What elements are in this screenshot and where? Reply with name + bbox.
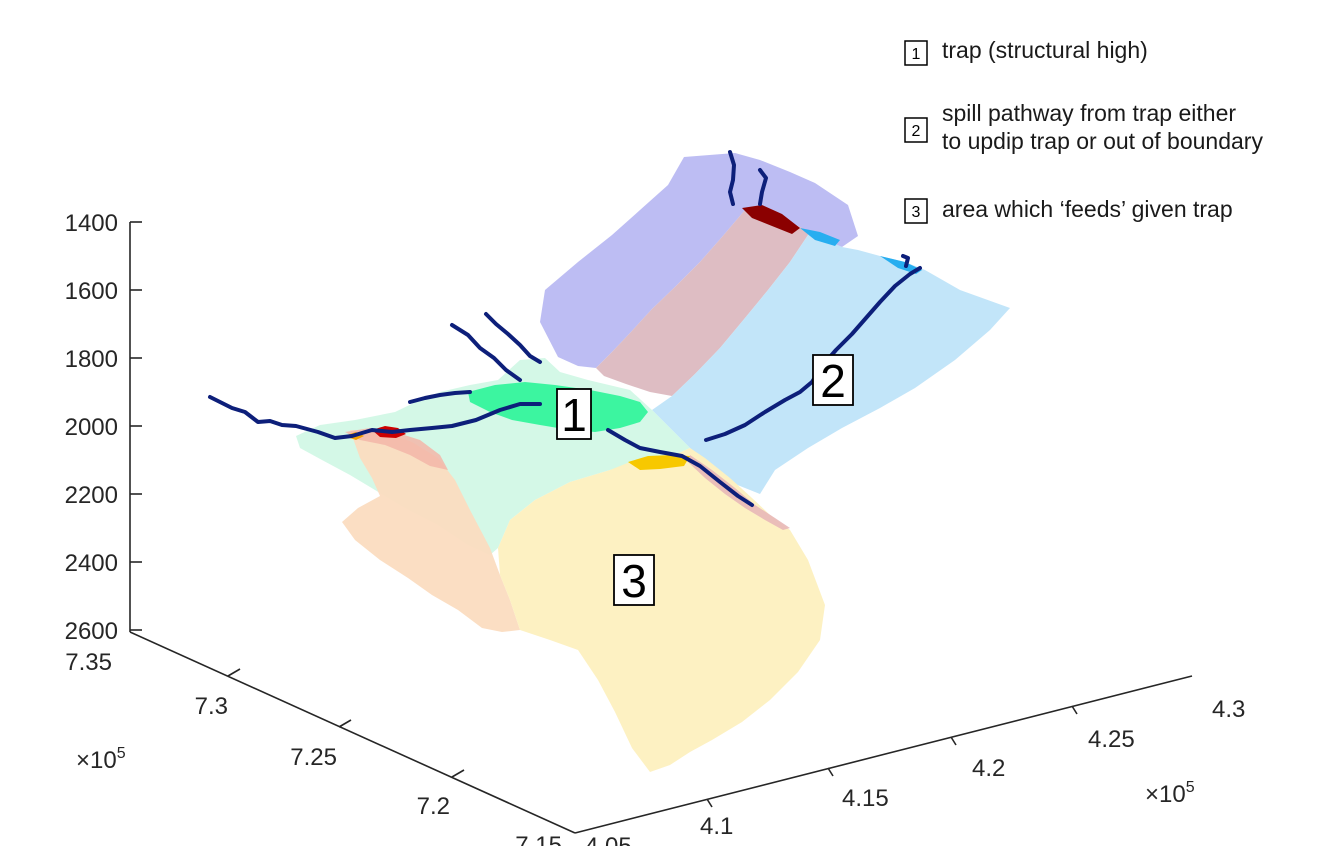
marker-3-label: 3 bbox=[621, 555, 647, 607]
x-tick-labels: 4.05 4.1 4.15 4.2 4.25 4.3 bbox=[585, 696, 1245, 846]
trap-cyan-right bbox=[880, 256, 922, 274]
y-axis-line bbox=[129, 631, 576, 834]
x-tick-label: 4.1 bbox=[700, 813, 733, 840]
z-tick-label: 2000 bbox=[65, 414, 118, 441]
spill-path-top-a bbox=[728, 150, 736, 206]
axes bbox=[129, 221, 1193, 834]
marker-1-label: 1 bbox=[561, 389, 587, 441]
y-tick-label: 7.2 bbox=[417, 793, 450, 820]
x-tick-label: 4.15 bbox=[842, 785, 889, 812]
marker-2-label: 2 bbox=[820, 355, 846, 407]
spill-path-top-b bbox=[758, 168, 768, 206]
x-axis-multiplier: ×105 bbox=[1145, 779, 1195, 808]
y-tick-label: 7.35 bbox=[65, 649, 112, 676]
marker-1: 1 bbox=[556, 388, 592, 441]
spill-path-center-down bbox=[606, 428, 754, 507]
marker-2: 2 bbox=[812, 354, 854, 407]
legend-text-2b: to updip trap or out of boundary bbox=[942, 128, 1263, 154]
trap-red-top bbox=[742, 205, 800, 234]
y-tick-label: 7.3 bbox=[195, 693, 228, 720]
legend-item-1: 1 trap (structural high) bbox=[904, 37, 1148, 66]
legend-item-2: 2 spill pathway from trap either to updi… bbox=[904, 100, 1263, 154]
spill-path-upper-left-b bbox=[484, 312, 542, 364]
region-red-strip bbox=[345, 428, 448, 470]
legend-key-2: 2 bbox=[912, 123, 921, 140]
trap-yellow bbox=[628, 455, 690, 470]
legend-text-3: area which ‘feeds’ given trap bbox=[942, 196, 1233, 222]
trap-cyan-top bbox=[800, 228, 840, 246]
legend-text-2a: spill pathway from trap either bbox=[942, 100, 1236, 126]
z-tick-label: 2200 bbox=[65, 482, 118, 509]
x-tick-label: 4.05 bbox=[585, 833, 632, 846]
spill-path-upper-left-a bbox=[450, 323, 522, 382]
z-tick-label: 1600 bbox=[65, 278, 118, 305]
z-tick-label: 2600 bbox=[65, 618, 118, 645]
legend-key-3: 3 bbox=[912, 204, 921, 221]
legend-text-1: trap (structural high) bbox=[942, 37, 1148, 63]
x-tick-label: 4.3 bbox=[1212, 696, 1245, 723]
y-tick-label: 7.15 bbox=[515, 832, 562, 846]
region-yellow bbox=[498, 448, 825, 772]
y-tick-labels: 7.35 7.3 7.25 7.2 7.15 bbox=[65, 649, 562, 846]
legend-item-3: 3 area which ‘feeds’ given trap bbox=[904, 196, 1233, 224]
region-purple bbox=[540, 153, 858, 368]
region-peach bbox=[342, 430, 520, 632]
x-tick-label: 4.25 bbox=[1088, 726, 1135, 753]
z-tick-label: 2400 bbox=[65, 550, 118, 577]
y-tick-label: 7.25 bbox=[290, 744, 337, 771]
x-tick-label: 4.2 bbox=[972, 755, 1005, 782]
region-pink-strip bbox=[688, 455, 790, 530]
z-tick-label: 1400 bbox=[65, 210, 118, 237]
trap-areas bbox=[344, 205, 922, 470]
z-tick-labels: 1400 1600 1800 2000 2200 2400 2600 bbox=[65, 210, 118, 645]
plot-markers: 1 2 3 bbox=[556, 354, 854, 607]
region-pink bbox=[596, 210, 810, 396]
x-axis-line bbox=[574, 675, 1193, 834]
spill-path-top-right bbox=[901, 254, 910, 268]
spill-path-green-inlet bbox=[408, 390, 472, 404]
spill-pathways bbox=[208, 150, 922, 507]
legend-key-1: 1 bbox=[912, 46, 921, 63]
legend: 1 trap (structural high) 2 spill pathway… bbox=[904, 37, 1263, 224]
spill-path-left bbox=[208, 395, 542, 440]
marker-3: 3 bbox=[613, 554, 655, 607]
z-tick-label: 1800 bbox=[65, 346, 118, 373]
y-axis-multiplier: ×105 bbox=[76, 745, 126, 774]
